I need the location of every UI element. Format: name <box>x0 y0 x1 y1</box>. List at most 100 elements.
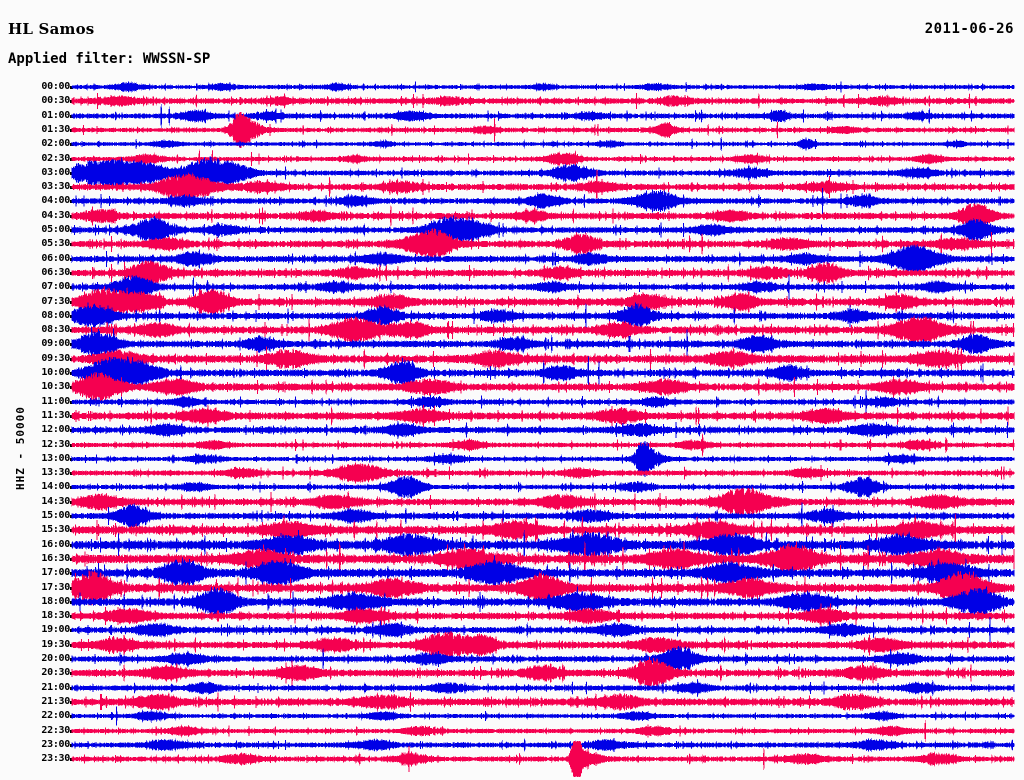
row-tick-mark <box>70 186 73 190</box>
row-tick-mark <box>70 586 73 590</box>
row-time-label: 15:30 <box>41 524 70 536</box>
helicorder-row: 19:30 <box>0 629 1024 660</box>
helicorder-row: 19:00 <box>0 617 1024 644</box>
row-time-label: 00:30 <box>41 95 70 107</box>
waveform-trace <box>71 384 1015 420</box>
waveform-trace <box>71 455 1015 491</box>
waveform-trace <box>71 570 1015 606</box>
waveform-trace <box>71 326 1015 363</box>
row-time-label: 22:30 <box>41 724 70 736</box>
row-time-label: 06:00 <box>41 252 70 264</box>
helicorder-row: 01:00 <box>0 103 1024 128</box>
row-time-label: 12:00 <box>41 424 70 436</box>
waveform-trace <box>71 727 1015 763</box>
row-time-label: 01:00 <box>41 109 70 121</box>
row-tick-mark <box>70 672 73 676</box>
waveform-trace <box>71 684 1015 720</box>
row-tick-mark <box>70 457 73 461</box>
helicorder-row: 22:30 <box>0 719 1024 742</box>
row-tick-mark <box>70 743 73 747</box>
row-time-label: 12:30 <box>41 438 70 450</box>
waveform-trace <box>71 169 1015 205</box>
helicorder-row: 21:00 <box>0 678 1024 697</box>
row-tick-mark <box>70 529 73 533</box>
row-tick-mark <box>70 157 73 161</box>
row-tick-mark <box>70 686 73 690</box>
waveform-trace <box>71 355 1015 391</box>
waveform-trace <box>71 441 1015 477</box>
waveform-trace <box>71 641 1015 677</box>
waveform-trace <box>71 183 1015 219</box>
helicorder-row: 06:00 <box>0 242 1024 275</box>
row-tick-mark <box>70 557 73 561</box>
row-tick-mark <box>70 372 73 375</box>
row-time-label: 05:00 <box>41 224 70 235</box>
row-time-label: 08:30 <box>41 324 70 336</box>
row-tick-mark <box>70 400 73 404</box>
waveform-trace <box>71 584 1015 620</box>
row-tick-mark <box>70 243 73 247</box>
row-time-label: 14:00 <box>41 481 70 493</box>
row-time-label: 16:30 <box>41 552 70 564</box>
waveform-trace <box>71 298 1015 334</box>
waveform-trace <box>71 369 1015 405</box>
row-tick-mark <box>70 386 73 390</box>
helicorder-row: 09:30 <box>0 346 1024 372</box>
row-time-label: 11:00 <box>41 395 70 407</box>
row-tick-mark <box>70 214 73 218</box>
row-time-label: 02:30 <box>41 152 70 164</box>
waveform-trace <box>71 269 1015 305</box>
row-tick-mark <box>70 600 73 604</box>
helicorder-row: 12:30 <box>0 432 1024 457</box>
row-tick-mark <box>70 658 73 661</box>
helicorder-row: 23:00 <box>0 737 1024 754</box>
row-time-label: 03:00 <box>41 166 70 178</box>
helicorder-row: 02:30 <box>0 149 1024 168</box>
row-time-label: 23:00 <box>41 738 70 750</box>
row-tick-mark <box>70 700 73 704</box>
waveform-trace <box>71 627 1015 663</box>
waveform-trace <box>71 670 1015 706</box>
row-tick-mark <box>70 629 73 633</box>
helicorder-row: 15:00 <box>0 502 1024 530</box>
row-time-label: 08:00 <box>41 309 70 321</box>
row-time-label: 04:30 <box>41 209 70 221</box>
helicorder-row: 04:00 <box>0 188 1024 215</box>
waveform-trace <box>71 398 1015 434</box>
applied-filter-label: Applied filter: WWSSN-SP <box>8 51 211 67</box>
row-time-label: 14:30 <box>41 495 70 507</box>
helicorder-row: 11:00 <box>0 389 1024 414</box>
row-tick-mark <box>70 615 73 619</box>
waveform-trace <box>71 212 1015 248</box>
row-time-label: 21:30 <box>41 695 70 707</box>
helicorder-row: 12:00 <box>0 421 1024 439</box>
row-time-label: 06:30 <box>41 266 70 278</box>
record-date: 2011-06-26 <box>924 21 1014 37</box>
helicorder-row: 10:30 <box>0 372 1024 403</box>
helicorder-row: 07:30 <box>0 285 1024 318</box>
waveform-trace <box>71 469 1015 505</box>
row-tick-mark <box>70 300 73 304</box>
waveform-trace <box>71 284 1015 320</box>
row-tick-mark <box>70 329 73 333</box>
waveform-trace <box>71 226 1015 262</box>
row-tick-mark <box>70 429 73 433</box>
waveform-trace <box>71 155 1015 191</box>
helicorder-row: 16:00 <box>0 528 1024 561</box>
helicorder-row: 20:00 <box>0 645 1024 673</box>
helicorder-row: 08:30 <box>0 315 1024 345</box>
waveform-trace <box>71 555 1015 591</box>
waveform-trace <box>71 698 1015 734</box>
waveform-trace <box>71 126 1015 162</box>
helicorder-row: 05:30 <box>0 228 1024 261</box>
helicorder-row: 09:00 <box>0 326 1024 363</box>
helicorder-row: 21:30 <box>0 692 1024 712</box>
row-time-label: 18:00 <box>41 595 70 607</box>
helicorder-row: 01:30 <box>0 111 1024 148</box>
waveform-trace <box>71 427 1015 463</box>
helicorder-row: 07:00 <box>0 274 1024 300</box>
waveform-trace <box>71 198 1015 234</box>
helicorder-row: 00:00 <box>0 80 1024 96</box>
row-tick-mark <box>70 100 73 104</box>
waveform-trace <box>71 412 1015 448</box>
